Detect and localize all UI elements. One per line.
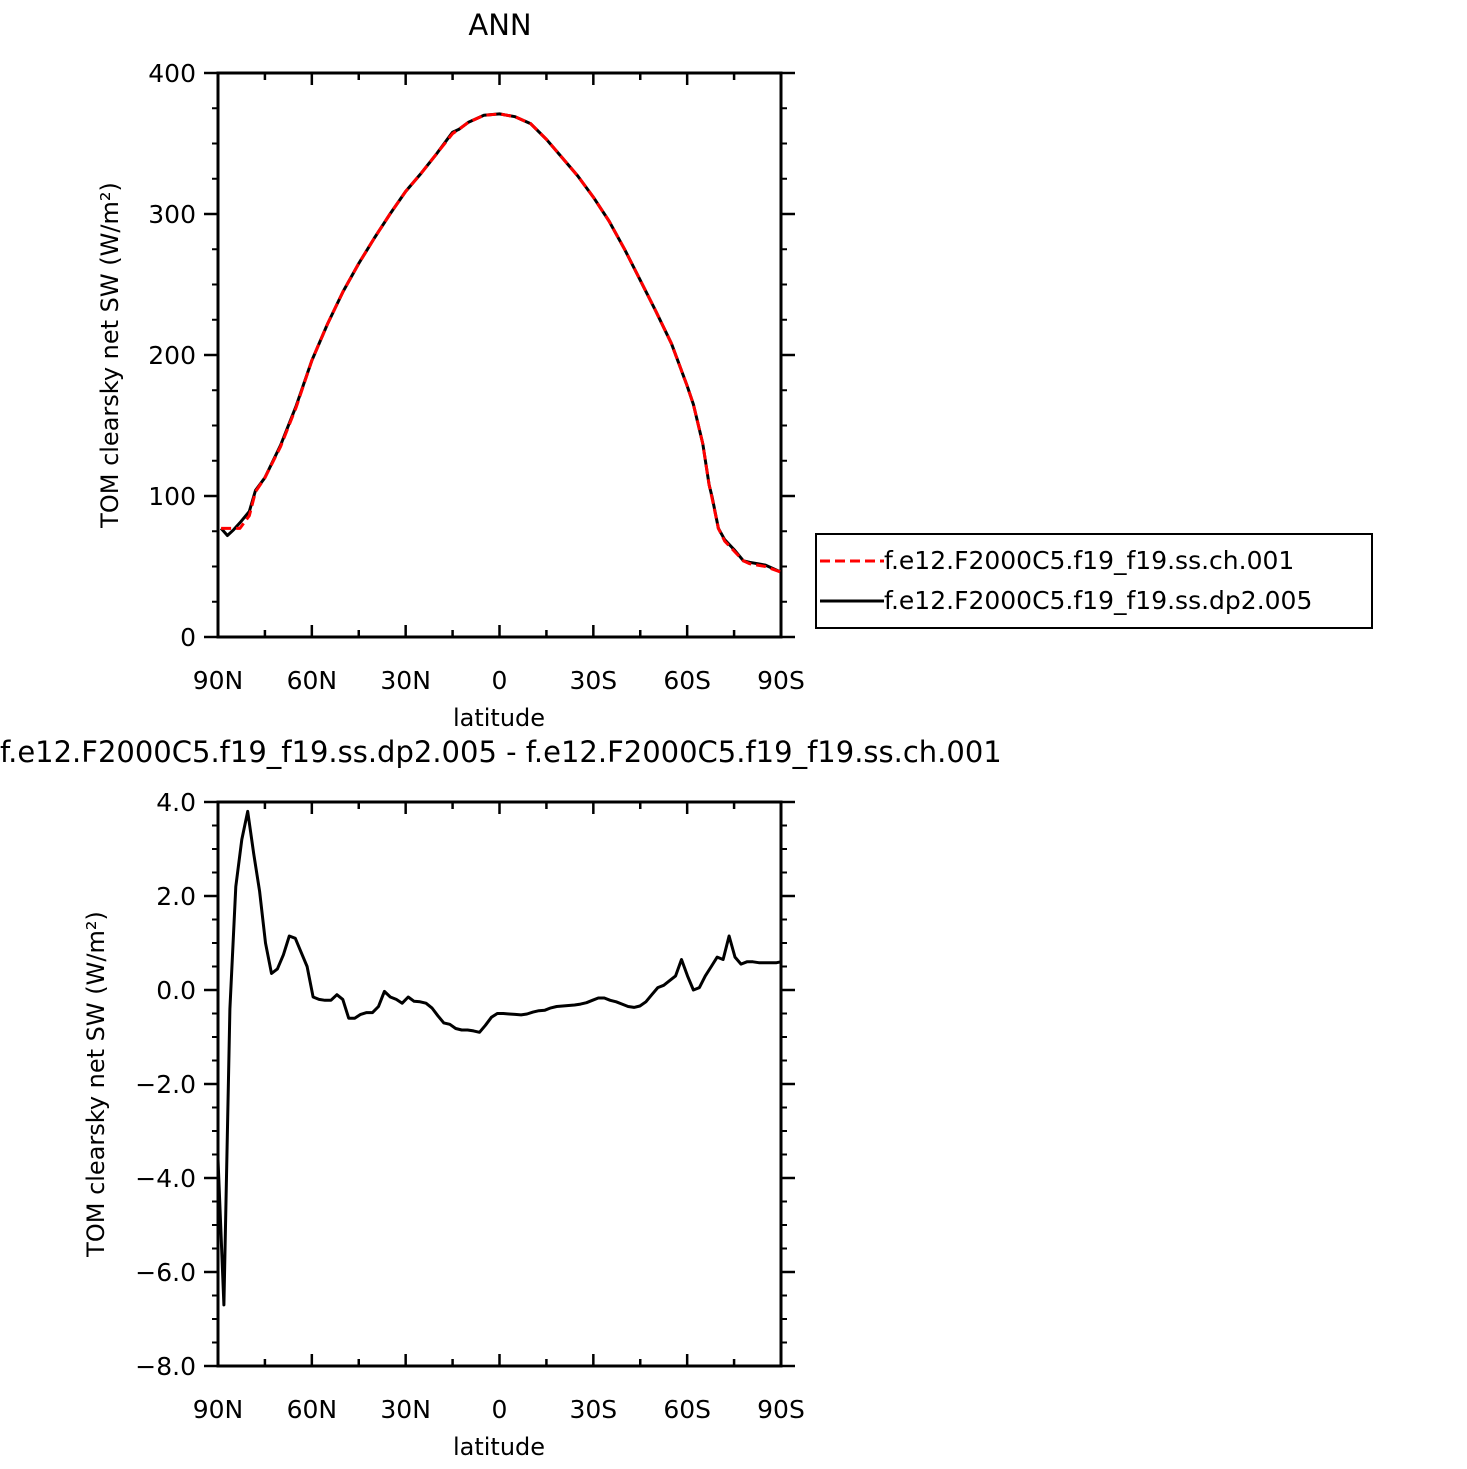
panel-top: ANN 90N 60N 30N 0 30S 60S 90S 0 100 200 300 400 TOM… — [96, 8, 1373, 732]
p0-x-tick-label: 60S — [663, 666, 711, 695]
p1-y-tick-label: −2.0 — [135, 1070, 196, 1099]
legend-label-dp2005: f.e12.F2000C5.f19_f19.ss.dp2.005 — [884, 586, 1312, 615]
legend-box — [815, 533, 1373, 629]
bottom-y-axis-label: TOM clearsky net SW (W/m²) — [82, 911, 110, 1258]
bottom-plot-area: 90N 60N 30N 0 30S 60S 90S −8.0 −6.0 −4.0 −2.0 0.0 2.… — [135, 788, 805, 1424]
p0-x-tick-label: 60N — [287, 666, 338, 695]
p0-x-tick-label: 30N — [380, 666, 431, 695]
p0-x-tick-label: 90N — [193, 666, 244, 695]
p1-x-tick-label: 60S — [663, 1395, 711, 1424]
p0-plot-frame — [216, 71, 783, 639]
p1-y-tick-label: −6.0 — [135, 1258, 196, 1287]
legend: f.e12.F2000C5.f19_f19.ss.ch.001 f.e12.F2… — [815, 533, 1373, 629]
p0-y-tick-label: 300 — [148, 200, 196, 229]
p1-y-tick-label: 2.0 — [156, 882, 196, 911]
top-x-axis-label: latitude — [453, 704, 545, 732]
legend-label-ch001: f.e12.F2000C5.f19_f19.ss.ch.001 — [884, 546, 1294, 575]
panel-bottom: f.e12.F2000C5.f19_f19.ss.dp2.005 - f.e12… — [0, 735, 1002, 1461]
p1-x-tick-label: 90S — [757, 1395, 805, 1424]
p0-y-tick-label: 400 — [148, 59, 196, 88]
p1-x-tick-label: 30S — [569, 1395, 617, 1424]
top-title: ANN — [468, 8, 531, 42]
p0-y-tick-label: 100 — [148, 482, 196, 511]
top-y-axis-label: TOM clearsky net SW (W/m²) — [96, 182, 124, 529]
p1-series-line-0 — [216, 809, 782, 1307]
p1-y-tick-label: −4.0 — [135, 1164, 196, 1193]
bottom-title: f.e12.F2000C5.f19_f19.ss.dp2.005 - f.e12… — [0, 735, 1002, 769]
p1-y-tick-label: 0.0 — [156, 976, 196, 1005]
p1-x-tick-label: 90N — [193, 1395, 244, 1424]
p1-x-tick-label: 0 — [492, 1395, 508, 1424]
p0-x-tick-label: 90S — [757, 666, 805, 695]
bottom-x-axis-label: latitude — [453, 1433, 545, 1461]
top-plot-area: 90N 60N 30N 0 30S 60S 90S 0 100 200 300 400 — [148, 59, 805, 695]
p1-x-tick-label: 60N — [287, 1395, 338, 1424]
p0-series-line-0 — [219, 112, 782, 574]
p0-y-tick-label: 200 — [148, 341, 196, 370]
p1-y-tick-label: −8.0 — [135, 1352, 196, 1381]
p0-x-tick-label: 30S — [569, 666, 617, 695]
p0-series-line-1 — [221, 112, 782, 574]
p0-y-tick-label: 0 — [180, 623, 196, 652]
p1-x-tick-label: 30N — [380, 1395, 431, 1424]
p1-y-tick-label: 4.0 — [156, 788, 196, 817]
p0-x-tick-label: 0 — [492, 666, 508, 695]
p1-plot-frame — [216, 800, 783, 1368]
